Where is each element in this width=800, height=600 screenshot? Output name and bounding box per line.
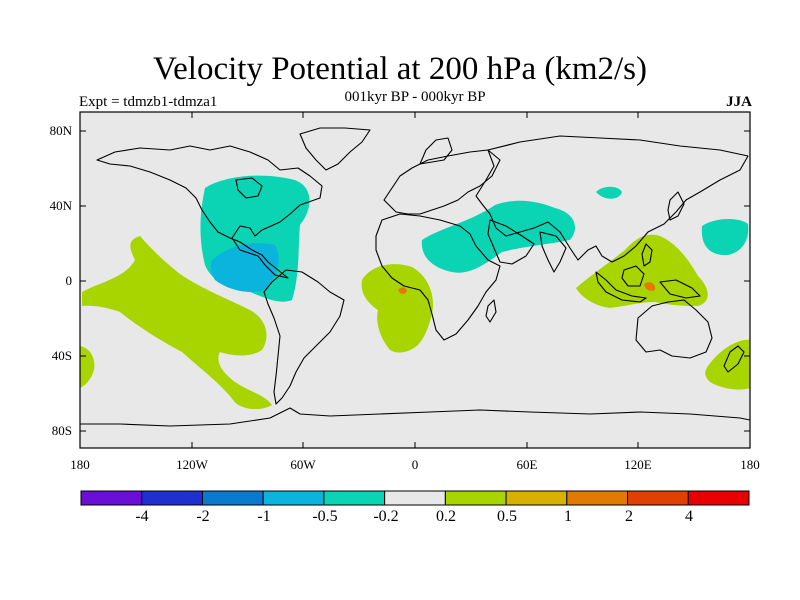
colorbar-box: [80, 490, 143, 506]
coastline-new-zealand: [723, 345, 745, 373]
colorbar: [80, 490, 750, 506]
coastline-japan: [667, 191, 685, 221]
contour-positive-max-atlantic: [398, 287, 407, 294]
colorbar-box: [323, 490, 386, 506]
colorbar-label: 0.5: [497, 508, 517, 525]
coastline-india: [539, 231, 567, 273]
colorbar-box: [627, 490, 689, 506]
coastline-philippines: [641, 243, 653, 267]
coastline-borneo: [621, 265, 645, 287]
contour-positive-east-pacific: [82, 236, 272, 410]
contour-positive-south-atlantic: [361, 264, 434, 353]
coastline-scandinavia: [419, 137, 453, 165]
colorbar-label: 1: [564, 508, 572, 525]
colorbar-label: 2: [625, 508, 633, 525]
lat-label-0: 0: [65, 273, 73, 288]
lon-tick-marks: [79, 112, 751, 448]
lon-label-60e: 60E: [516, 457, 538, 472]
contour-negative-middle-east: [421, 200, 575, 273]
colorbar-box: [141, 490, 203, 506]
coastline-europe: [383, 149, 501, 215]
colorbar-label: 0.2: [436, 508, 456, 525]
colorbar-box: [505, 490, 568, 506]
coastline-greenland: [299, 127, 371, 171]
lon-label-180-west: 180: [70, 457, 90, 472]
lon-label-0: 0: [411, 457, 419, 472]
colorbar-label: 4: [685, 508, 693, 525]
coastline-asia: [475, 135, 749, 263]
contour-negative-west-pacific: [701, 218, 749, 256]
lat-label-80n: 80N: [49, 123, 72, 138]
colorbar-label: -4: [135, 508, 149, 525]
contour-positive-max-indonesia: [644, 282, 656, 291]
lat-label-80s: 80S: [51, 423, 72, 438]
lon-label-120w: 120W: [176, 457, 208, 472]
chart-title: Velocity Potential at 200 hPa (km2/s): [152, 51, 648, 87]
lon-label-180-east: 180: [740, 457, 760, 472]
colorbar-label: -1: [257, 508, 271, 525]
colorbar-label: -0.2: [373, 508, 399, 525]
coastline-hudson-bay: [235, 177, 263, 199]
lat-tick-marks: [80, 130, 750, 432]
coastline-madagascar: [485, 299, 497, 323]
colorbar-label: -0.5: [312, 508, 338, 525]
coastline-new-guinea: [659, 279, 701, 299]
chart-subtitle: 001kyr BP - 000kyr BP: [344, 89, 486, 105]
lon-label-60w: 60W: [290, 457, 316, 472]
colorbar-box: [262, 490, 325, 506]
colorbar-box: [566, 490, 629, 506]
coastline-sumatra-java: [595, 271, 647, 303]
coastline-south-america: [263, 269, 345, 405]
colorbar-box: [201, 490, 264, 506]
coastline-antarctica: [80, 407, 750, 427]
coastline-africa: [375, 213, 501, 341]
lon-label-120e: 120E: [624, 457, 652, 472]
colorbar-box: [444, 490, 507, 506]
lat-label-40n: 40N: [49, 198, 72, 213]
coastline-layer: [80, 127, 750, 427]
season-label: JJA: [726, 94, 752, 110]
coastline-north-america: [96, 145, 323, 279]
coastline-australia: [635, 299, 713, 359]
colorbar-label: -2: [196, 508, 210, 525]
colorbar-box: [384, 490, 446, 506]
lat-label-40s: 40S: [51, 348, 72, 363]
coastline-arabia: [487, 219, 535, 265]
experiment-label: Expt = tdmzb1-tdmza1: [79, 94, 218, 110]
contour-negative-north-pacific-small: [596, 186, 622, 199]
colorbar-box: [687, 490, 750, 506]
contour-positive-south-west-pacific: [705, 339, 750, 390]
